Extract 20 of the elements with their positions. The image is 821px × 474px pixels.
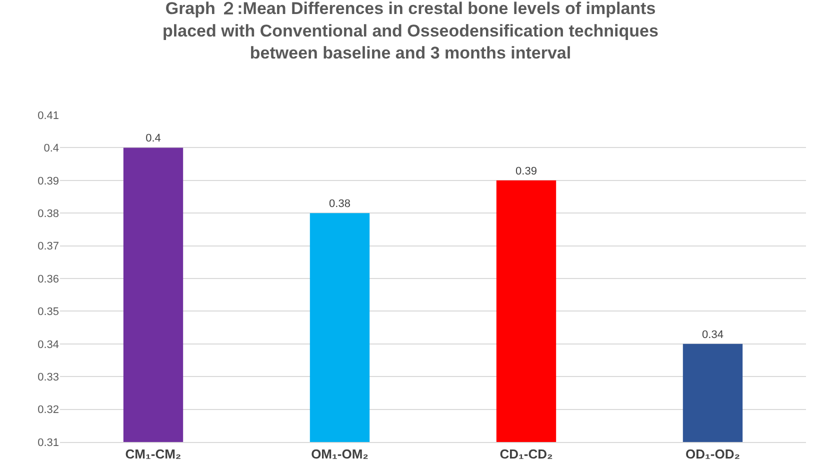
y-tick-label: 0.33: [38, 371, 59, 384]
y-tick-label: 0.31: [38, 436, 59, 449]
data-label: 0.38: [329, 198, 350, 210]
y-tick-label: 0.37: [38, 240, 59, 253]
y-tick-label: 0.32: [38, 404, 59, 416]
y-tick-label: 0.38: [38, 208, 59, 220]
chart-title: Graph ２:Mean Differences in crestal bone levels of implants placed with Conventional and Osseodensification techniques between baseline and 3 months interval: [162, 0, 658, 62]
x-tick-label: CM₁-CM₂: [125, 446, 182, 462]
y-tick-label: 0.41: [38, 110, 59, 122]
y-tick-label: 0.39: [38, 175, 59, 188]
x-tick-label: OM₁-OM₂: [311, 446, 369, 462]
y-tick-label: 0.35: [38, 306, 59, 318]
x-tick-label: CD₁-CD₂: [500, 446, 553, 462]
y-tick-label: 0.4: [44, 142, 59, 155]
x-tick-label: OD₁-OD₂: [686, 446, 740, 462]
y-tick-label: 0.36: [38, 273, 59, 286]
data-label: 0.39: [516, 165, 537, 178]
y-tick-label: 0.34: [38, 338, 59, 351]
data-label: 0.34: [702, 328, 724, 341]
data-label: 0.4: [146, 132, 161, 145]
